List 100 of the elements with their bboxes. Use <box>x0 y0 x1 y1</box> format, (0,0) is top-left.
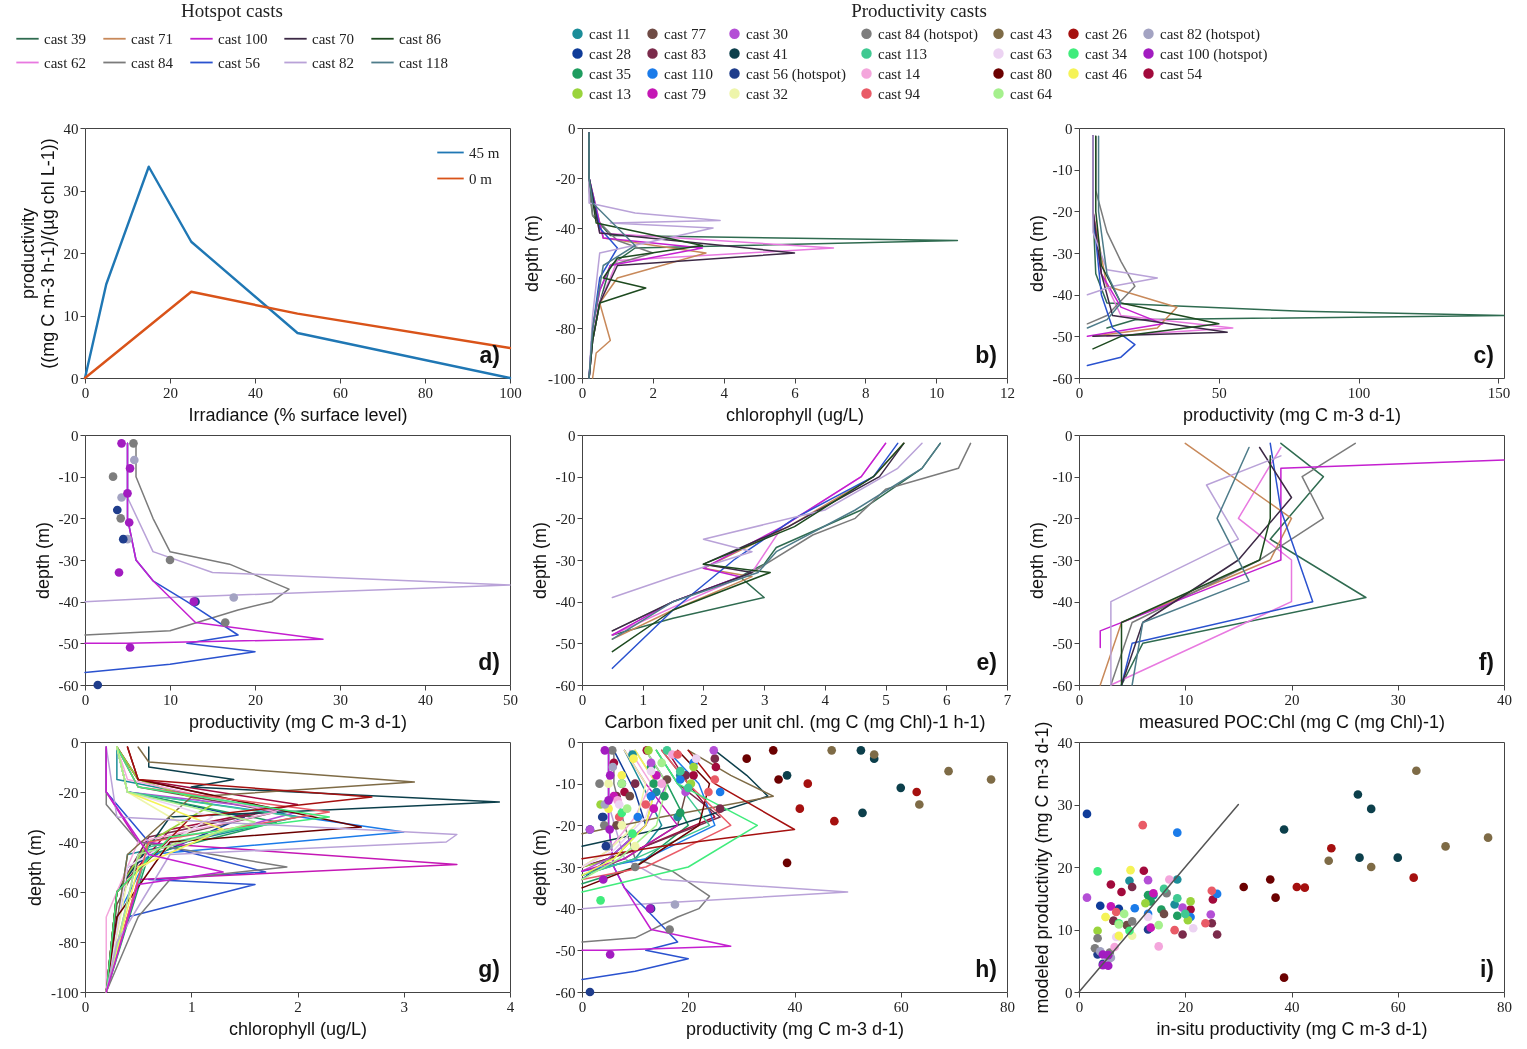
annotation: h) <box>975 956 997 982</box>
x-axis-title: productivity (mg C m-3 d-1) <box>188 711 408 732</box>
x-tick-label: 60 <box>893 998 909 1015</box>
y-tick-label: -60 <box>58 884 79 901</box>
y-axis-title: depth (m) <box>529 521 550 600</box>
y-tick-label: 10 <box>1057 922 1073 938</box>
annotation: i) <box>1479 956 1494 982</box>
x-tick-label: 20 <box>1178 998 1194 1015</box>
annotation: d) <box>478 649 500 675</box>
legend-label: cast 11 <box>589 25 631 42</box>
y-tick-label: -10 <box>1052 469 1073 486</box>
y-axis-title: depth (m) <box>32 521 53 600</box>
legend-label: cast 83 <box>664 45 707 62</box>
y-tick-label: -40 <box>58 834 79 851</box>
legend-label: 0 m <box>469 170 493 187</box>
y-tick-label: -60 <box>58 677 79 694</box>
x-tick-label: 4 <box>506 998 515 1015</box>
x-tick-label: 4 <box>720 384 729 401</box>
x-axis-title: chlorophyll (ug/L) <box>228 1018 368 1039</box>
x-tick-label: 80 <box>1497 998 1512 1015</box>
x-axis-title: measured POC:Chl (mg C (mg Chl)-1) <box>1138 711 1446 732</box>
legend-label: cast 34 <box>1085 45 1128 62</box>
legend-label: cast 46 <box>1085 65 1128 82</box>
y-tick-label: 20 <box>63 245 79 262</box>
x-tick-label: 50 <box>1211 384 1227 401</box>
x-tick-label: 10 <box>1178 691 1194 708</box>
legend-label: cast 82 (hotspot) <box>1160 25 1260 43</box>
x-axis-title: productivity (mg C m-3 d-1) <box>1182 404 1402 425</box>
legend-label: cast 30 <box>746 25 789 42</box>
x-tick-label: 2 <box>700 691 708 708</box>
y-tick-label: -10 <box>555 776 576 793</box>
legend-label: cast 118 <box>399 54 449 71</box>
y-tick-label: -100 <box>51 984 79 1001</box>
y-tick-label: -30 <box>58 552 79 569</box>
y-tick-label: -30 <box>1052 552 1073 569</box>
x-axis-title: productivity (mg C m-3 d-1) <box>685 1018 905 1039</box>
annotation: b) <box>975 342 997 368</box>
legend-label: cast 28 <box>589 45 632 62</box>
y-tick-label: -30 <box>555 859 576 876</box>
legend-label: cast 80 <box>1010 65 1053 82</box>
legend-label: 45 m <box>469 144 500 161</box>
legend-label: cast 56 <box>218 54 261 71</box>
y-tick-label: -40 <box>555 901 576 918</box>
x-tick-label: 20 <box>1284 691 1300 708</box>
y-tick-label: -60 <box>1052 370 1073 387</box>
x-tick-label: 30 <box>1390 691 1406 708</box>
annotation: a) <box>479 342 500 368</box>
legend-label: cast 100 (hotspot) <box>1160 45 1268 63</box>
y-axis-title: depth (m) <box>1026 521 1047 600</box>
y-tick-label: 20 <box>1057 859 1073 876</box>
x-tick-label: 2 <box>294 998 302 1015</box>
x-tick-label: 1 <box>639 691 647 708</box>
legend-label: cast 26 <box>1085 25 1128 42</box>
y-tick-label: -80 <box>555 320 576 337</box>
x-tick-label: 30 <box>333 691 348 708</box>
x-tick-label: 20 <box>681 998 697 1015</box>
legend-label: cast 63 <box>1010 45 1053 62</box>
x-tick-label: 20 <box>248 691 263 708</box>
y-tick-label: -40 <box>1052 287 1073 304</box>
y-tick-label: -50 <box>58 635 79 652</box>
y-tick-label: 0 <box>1065 984 1073 1001</box>
x-tick-label: 50 <box>503 691 518 708</box>
legend-label: cast 41 <box>746 45 789 62</box>
legend-label: cast 82 <box>312 54 355 71</box>
legend-label: cast 39 <box>44 30 87 47</box>
x-tick-label: 60 <box>333 384 348 401</box>
y-tick-label: -80 <box>58 934 79 951</box>
x-tick-label: 10 <box>163 691 178 708</box>
x-tick-label: 10 <box>929 384 945 401</box>
x-tick-label: 20 <box>163 384 178 401</box>
x-tick-label: 60 <box>1390 998 1406 1015</box>
x-axis-title: chlorophyll (ug/L) <box>725 404 865 425</box>
legend-label: cast 43 <box>1010 25 1053 42</box>
y-axis-title: modeled productivity (mg C m-3 d-1) <box>1031 721 1052 1014</box>
annotation: g) <box>478 956 500 982</box>
y-tick-label: -40 <box>555 594 576 611</box>
y-tick-label: -40 <box>555 220 576 237</box>
legend-label: cast 56 (hotspot) <box>746 65 846 83</box>
x-tick-label: 80 <box>418 384 433 401</box>
x-tick-label: 100 <box>499 384 522 401</box>
y-tick-label: 30 <box>63 183 79 199</box>
y-axis-title: productivity ((mg C m-3 h-1)/(µg chl L-1)) <box>17 138 58 369</box>
y-tick-label: -50 <box>555 942 576 959</box>
y-tick-label: -50 <box>1052 635 1073 652</box>
y-tick-label: -20 <box>58 784 79 801</box>
legend-label: cast 86 <box>399 30 442 47</box>
y-tick-label: 10 <box>63 308 79 324</box>
legend-label: cast 84 <box>131 54 174 71</box>
y-tick-label: -30 <box>1052 245 1073 262</box>
y-tick-label: 0 <box>568 427 576 444</box>
y-tick-label: -60 <box>555 270 576 287</box>
legend-label: cast 110 <box>664 65 714 82</box>
y-tick-label: 0 <box>71 734 79 751</box>
y-tick-label: -20 <box>58 510 79 527</box>
y-tick-label: -60 <box>555 984 576 1001</box>
legend-label: cast 94 <box>878 85 921 102</box>
legend-label: cast 113 <box>878 45 928 62</box>
x-tick-label: 100 <box>1347 384 1371 401</box>
y-tick-label: -40 <box>58 594 79 611</box>
x-tick-label: 8 <box>862 384 870 401</box>
